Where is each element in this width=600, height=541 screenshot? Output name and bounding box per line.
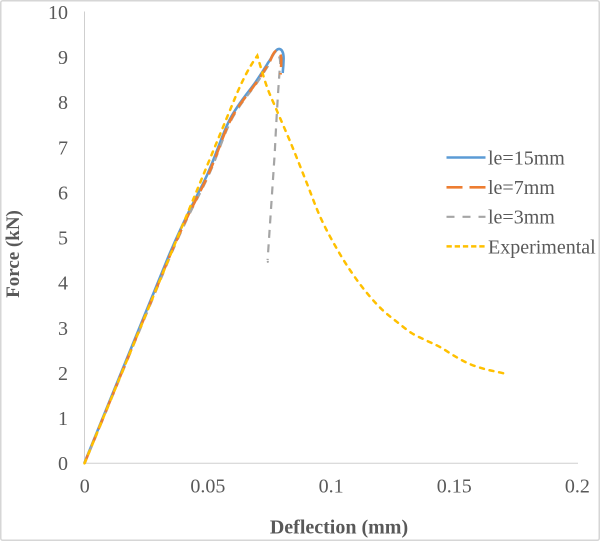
svg-text:Experimental: Experimental	[488, 236, 596, 258]
svg-text:10: 10	[48, 2, 68, 24]
svg-text:le=3mm: le=3mm	[488, 207, 555, 229]
svg-text:4: 4	[58, 273, 68, 295]
svg-text:0: 0	[58, 453, 68, 475]
svg-text:9: 9	[58, 47, 68, 69]
svg-text:1: 1	[58, 408, 68, 430]
svg-text:le=15mm: le=15mm	[488, 147, 565, 169]
svg-text:0.1: 0.1	[319, 476, 344, 498]
svg-text:0.2: 0.2	[565, 476, 590, 498]
svg-text:0.05: 0.05	[190, 476, 225, 498]
svg-text:0.15: 0.15	[437, 476, 472, 498]
svg-text:le=7mm: le=7mm	[488, 177, 555, 199]
svg-text:0: 0	[80, 476, 90, 498]
svg-text:8: 8	[58, 92, 68, 114]
svg-text:3: 3	[58, 318, 68, 340]
svg-text:6: 6	[58, 182, 68, 204]
svg-text:5: 5	[58, 228, 68, 250]
svg-text:7: 7	[58, 137, 68, 159]
svg-text:2: 2	[58, 363, 68, 385]
svg-text:Deflection (mm): Deflection (mm)	[270, 517, 408, 539]
svg-text:Force (kN): Force (kN)	[3, 210, 24, 298]
